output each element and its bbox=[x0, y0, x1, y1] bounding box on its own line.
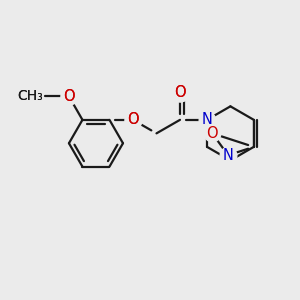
Text: O: O bbox=[127, 112, 139, 127]
Text: N: N bbox=[202, 112, 212, 127]
Text: CH₃: CH₃ bbox=[17, 89, 43, 103]
Text: N: N bbox=[223, 148, 234, 163]
Text: O: O bbox=[127, 112, 139, 127]
Text: O: O bbox=[174, 85, 186, 100]
Text: O: O bbox=[63, 89, 75, 104]
Text: O: O bbox=[174, 85, 186, 100]
Text: O: O bbox=[206, 126, 218, 141]
Text: O: O bbox=[63, 89, 75, 104]
Text: CH₃: CH₃ bbox=[17, 89, 43, 103]
